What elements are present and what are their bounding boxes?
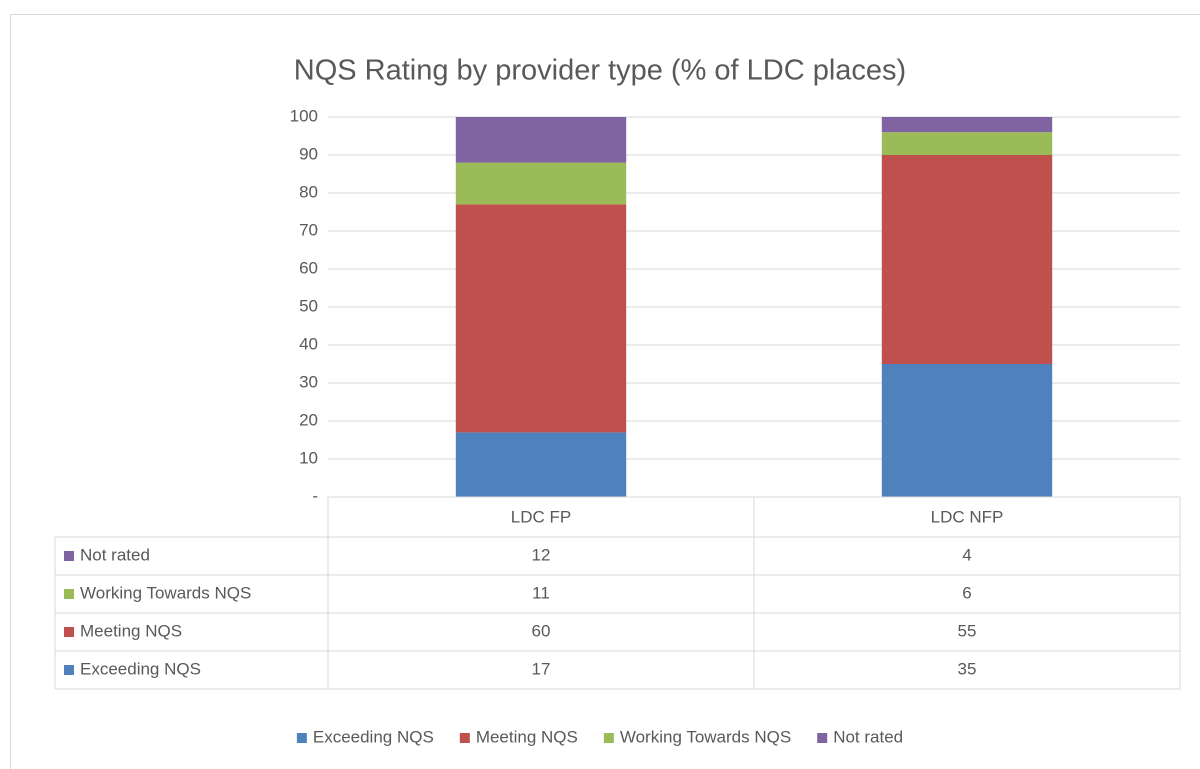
y-tick-label: 50 — [299, 296, 318, 315]
legend-label: Meeting NQS — [476, 727, 578, 746]
legend-key — [296, 733, 307, 743]
legend-key — [817, 733, 828, 743]
bar-segment — [881, 132, 1053, 155]
y-tick-label: 60 — [299, 258, 318, 277]
y-tick-label: 100 — [290, 106, 318, 125]
bar-segment — [881, 117, 1053, 133]
table-cell: 17 — [532, 659, 551, 678]
table-row-label: Working Towards NQS — [80, 583, 251, 602]
y-tick-label: 20 — [299, 410, 318, 429]
bar-segment — [455, 117, 627, 163]
bar-segment — [455, 432, 627, 497]
x-tick-label: LDC NFP — [931, 507, 1004, 526]
table-cell: 55 — [958, 621, 977, 640]
table-cell: 6 — [962, 583, 971, 602]
table-legend-key — [64, 551, 74, 561]
bar-segment — [881, 364, 1053, 497]
table-row-label: Meeting NQS — [80, 621, 182, 640]
legend-key — [459, 733, 470, 743]
y-tick-label: 90 — [299, 144, 318, 163]
chart-title: NQS Rating by provider type (% of LDC pl… — [294, 55, 906, 87]
table-row-label: Not rated — [80, 545, 150, 564]
table-cell: 4 — [962, 545, 971, 564]
legend-label: Working Towards NQS — [620, 727, 791, 746]
legend-key — [603, 733, 614, 743]
legend-label: Exceeding NQS — [313, 727, 434, 746]
y-tick-label: 70 — [299, 220, 318, 239]
table-cell: 12 — [532, 545, 551, 564]
table-cell: 11 — [532, 583, 550, 602]
table-cell: 60 — [532, 621, 551, 640]
legend-label: Not rated — [833, 727, 903, 746]
bar-segment — [455, 162, 627, 205]
y-tick-label: 10 — [299, 448, 318, 467]
table-legend-key — [64, 665, 74, 675]
y-tick-label: 80 — [299, 182, 318, 201]
table-legend-key — [64, 627, 74, 637]
y-tick-label: - — [312, 486, 318, 505]
bar-segment — [455, 204, 627, 433]
table-row-label: Exceeding NQS — [80, 659, 201, 678]
x-tick-label: LDC FP — [511, 507, 571, 526]
y-tick-label: 30 — [299, 372, 318, 391]
table-cell: 35 — [958, 659, 977, 678]
bar-segment — [881, 155, 1053, 364]
y-tick-label: 40 — [299, 334, 318, 353]
table-legend-key — [64, 589, 74, 599]
